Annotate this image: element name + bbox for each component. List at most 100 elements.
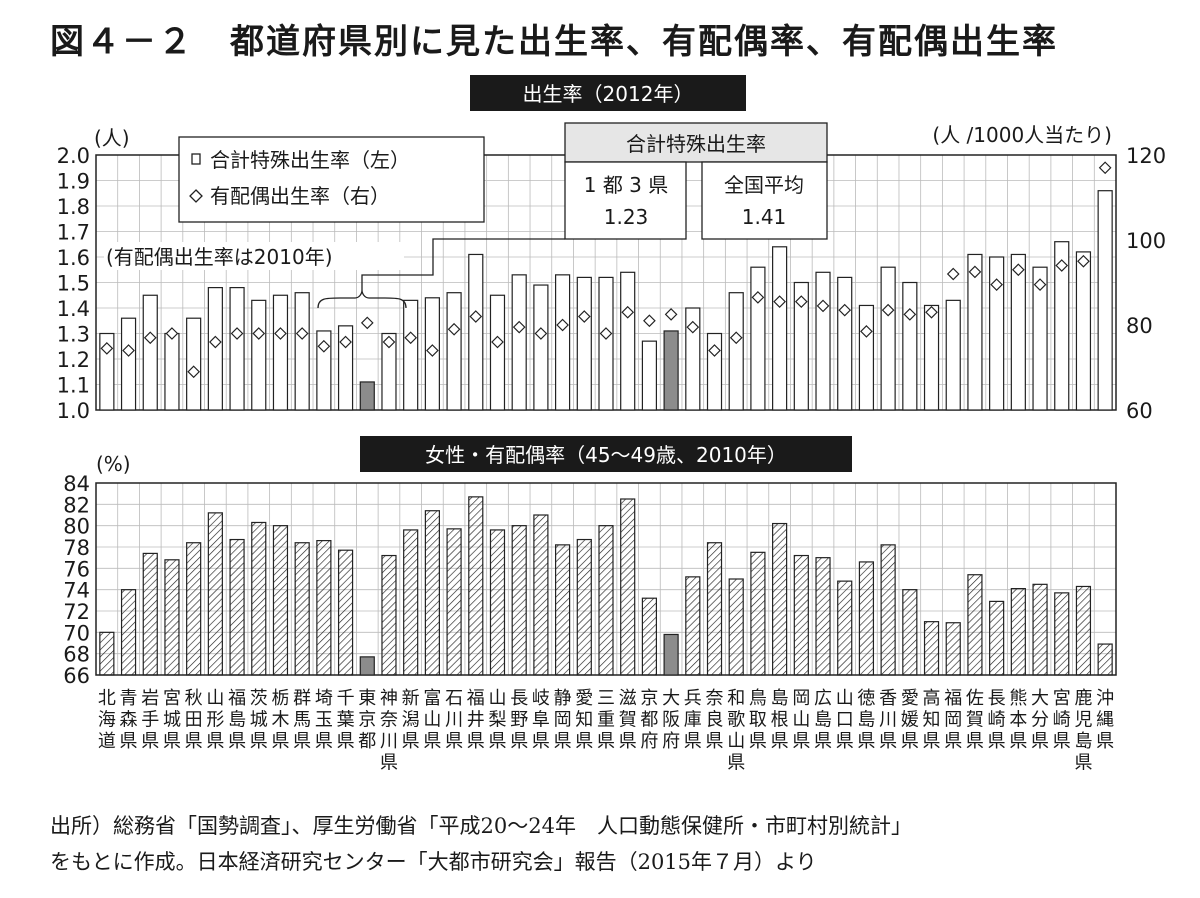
marital-fertility-marker [534, 327, 548, 340]
prefecture-label: 高知県 [923, 688, 941, 752]
married-rate-bar [858, 561, 875, 676]
married-rate-bar [1097, 643, 1113, 676]
married-rate-bar [337, 549, 354, 676]
marital-fertility-marker [903, 308, 917, 321]
top-right-tick-label: 100 [1126, 229, 1166, 253]
legend-box [178, 136, 485, 223]
married-rate-bar [207, 512, 223, 676]
marital-fertility-marker [816, 299, 830, 313]
married-rate-bar [316, 539, 332, 676]
marital-fertility-year-note: (有配偶出生率は2010年) [106, 245, 333, 269]
tfr-bar [858, 304, 875, 411]
married-rate-bar [229, 538, 245, 676]
marital-fertility-marker [643, 314, 656, 328]
bottom-tick-label: 72 [63, 600, 90, 624]
marital-fertility-marker [925, 305, 938, 319]
married-rate-bar [815, 557, 831, 676]
tfr-bar [164, 332, 180, 411]
tfr-bar [533, 284, 549, 411]
tfr-bar [1054, 241, 1070, 411]
married-rate-bar [99, 631, 115, 676]
tfr-bar [641, 340, 658, 411]
marital-fertility-marker [252, 327, 266, 340]
prefecture-label: 千葉県 [337, 688, 355, 752]
marital-fertility-marker [426, 344, 439, 357]
married-rate-bar [793, 554, 809, 676]
prefecture-label: 沖縄県 [1096, 688, 1114, 752]
tfr-bar [294, 292, 310, 411]
bottom-chart-title-bg [360, 436, 852, 472]
tfr-bars [99, 190, 1113, 411]
marital-fertility-marker [382, 335, 396, 349]
tfr-bar [945, 299, 961, 411]
marital-fertility-marker [599, 327, 613, 340]
figure-title: 図４－２ 都道府県別に見た出生率、有配偶率、有配偶出生率 [50, 22, 1058, 62]
prefecture-label: 佐賀県 [966, 688, 984, 752]
tfr-bar [359, 381, 375, 411]
married-rate-bar [989, 600, 1005, 676]
callout-tokyo-area-box [564, 161, 687, 240]
tfr-bar [1075, 251, 1092, 411]
top-left-tick-label: 1.2 [57, 348, 90, 372]
prefecture-label: 富山県 [423, 688, 441, 752]
married-rate-bar [1075, 585, 1092, 676]
legend-square-icon [191, 153, 201, 165]
prefecture-label: 青森県 [120, 688, 138, 752]
marital-fertility-marker [187, 365, 201, 379]
tfr-bar [1010, 253, 1026, 411]
tfr-bar [381, 332, 397, 411]
marital-fertility-marker [773, 295, 786, 308]
marital-fertility-marker [990, 278, 1003, 291]
married-rate-bar [164, 559, 180, 676]
callout-national-box [701, 161, 828, 240]
prefecture-label: 鳥取県 [749, 688, 767, 752]
marital-fertility-marker [122, 344, 135, 357]
marital-fertility-marker [469, 310, 483, 323]
tfr-bar [750, 266, 766, 411]
tfr-bar [511, 274, 527, 411]
marital-fertility-marker [209, 335, 222, 349]
tfr-bar [446, 292, 462, 411]
married-rate-bar [598, 525, 614, 676]
marital-fertility-marker [621, 305, 635, 319]
married-rate-bar [381, 554, 397, 676]
tfr-bar [99, 332, 115, 411]
prefecture-label: 兵庫県 [684, 688, 702, 752]
marital-fertility-marker [339, 335, 352, 349]
tfr-bar [186, 317, 202, 411]
married-rate-bar [945, 622, 961, 676]
bottom-tick-label: 80 [63, 515, 90, 539]
married-rate-bar [706, 542, 723, 676]
prefecture-label: 岡山県 [792, 688, 810, 752]
married-rate-bar [186, 542, 202, 676]
bottom-tick-label: 66 [63, 664, 90, 688]
top-right-tick-label: 80 [1126, 314, 1153, 338]
tfr-bar [923, 304, 940, 411]
marital-fertility-marker [447, 322, 461, 336]
prefecture-label: 鹿児島県 [1074, 688, 1092, 774]
married-rate-chart: 女性・有配偶率（45～49歳、2010年） (%) 84828078767472… [63, 436, 1117, 688]
married-rate-bar [1010, 587, 1026, 676]
tfr-bar [989, 256, 1005, 411]
married-rate-bar [620, 498, 636, 676]
marital-fertility-marker [968, 265, 982, 279]
married-rate-bar [359, 656, 375, 676]
tfr-bar [880, 266, 896, 411]
prefecture-label: 石川県 [445, 688, 463, 752]
tfr-bar [576, 276, 592, 411]
top-left-axis-unit: (人) [94, 126, 130, 150]
callout-tokyo-area-label: 1 都 3 県 [584, 173, 669, 197]
top-left-axis-ticks: 2.01.91.81.71.61.51.41.31.21.11.0 [57, 144, 90, 423]
legend-item-tfr: 合計特殊出生率（左） [210, 148, 410, 172]
marital-fertility-marker [729, 331, 743, 345]
marital-fertility-marker [751, 291, 765, 304]
birth-rate-chart: 出生率（2012年） 2.01.91.81.71.61.51.41.31.21.… [57, 75, 1166, 423]
tfr-bar [489, 294, 506, 411]
prefecture-label: 宮崎県 [1053, 688, 1071, 752]
prefecture-label: 岩手県 [141, 688, 159, 752]
married-rate-bars [99, 496, 1113, 676]
tfr-bar [142, 294, 158, 411]
marital-fertility-marker [491, 335, 504, 349]
married-rate-bar [554, 544, 571, 676]
